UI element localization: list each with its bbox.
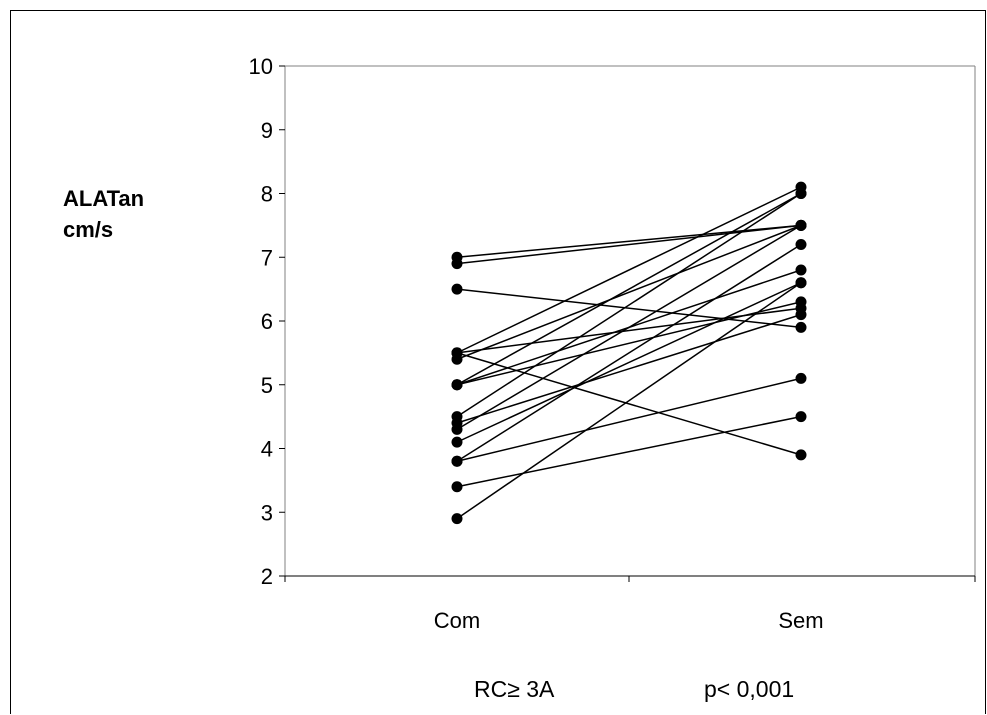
series-line: [456, 224, 802, 431]
series-points: [451, 181, 807, 525]
series-line: [456, 224, 802, 360]
y-tick-label: 8: [261, 182, 273, 207]
series-line: [456, 192, 802, 418]
series-line: [456, 282, 802, 520]
series-lines: [456, 186, 802, 520]
data-point: [795, 277, 807, 289]
data-point: [795, 296, 807, 308]
data-point: [795, 309, 807, 321]
series-line: [456, 301, 802, 386]
data-point: [451, 436, 463, 448]
y-tick-label: 7: [261, 245, 273, 270]
y-tick-label: 9: [261, 118, 273, 143]
data-point: [451, 513, 463, 525]
data-point: [451, 258, 463, 270]
series-line: [456, 224, 802, 265]
data-point: [451, 347, 463, 359]
data-point: [795, 219, 807, 231]
series-line: [456, 282, 802, 443]
y-axis-label-line-2: cm/s: [63, 217, 113, 242]
series-line: [456, 313, 802, 424]
series-line: [456, 415, 802, 488]
x-tick-label: Com: [434, 608, 480, 633]
annotation-p-value: p< 0,001: [704, 676, 794, 702]
y-tick-label: 10: [249, 54, 273, 79]
x-tick-label: Sem: [778, 608, 823, 633]
y-tick-label: 2: [261, 564, 273, 589]
data-point: [795, 264, 807, 276]
data-point: [795, 449, 807, 461]
data-point: [451, 379, 463, 391]
y-tick-label: 4: [261, 437, 273, 462]
series-line: [456, 243, 802, 462]
y-axis-label-line-1: ALATan: [63, 186, 144, 211]
y-tick-label: 6: [261, 309, 273, 334]
data-point: [795, 411, 807, 423]
data-point: [795, 372, 807, 384]
series-line: [456, 186, 802, 354]
y-tick-label: 5: [261, 373, 273, 398]
series-line: [456, 192, 802, 386]
data-point: [795, 321, 807, 333]
data-point: [451, 423, 463, 435]
annotation-rc: RC≥ 3A: [474, 676, 555, 702]
data-point: [451, 283, 463, 295]
series-line: [456, 377, 802, 462]
series-line: [456, 288, 802, 329]
data-point: [795, 239, 807, 250]
axes: 2 3 4 5 6 7 8 9 10 Com Sem: [249, 54, 976, 633]
chart-frame: [10, 10, 986, 714]
labels: ALATan cm/s RC≥ 3A p< 0,001: [63, 186, 794, 702]
data-point: [451, 481, 463, 493]
data-point: [451, 455, 463, 467]
series-line: [456, 352, 802, 456]
y-tick-label: 3: [261, 500, 273, 525]
data-point: [795, 188, 807, 199]
series-line: [456, 224, 802, 258]
